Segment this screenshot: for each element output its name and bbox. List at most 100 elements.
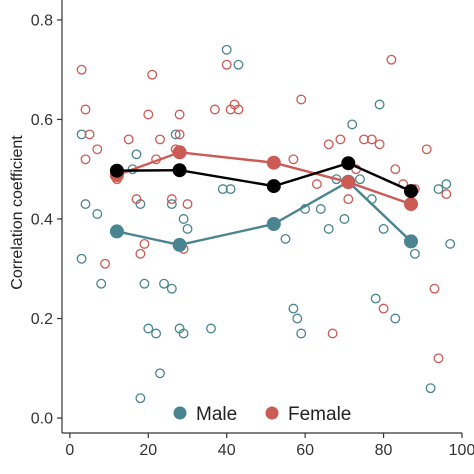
male-point <box>355 174 365 185</box>
female-mean-marker <box>266 155 281 170</box>
male-point <box>155 368 165 379</box>
male-point <box>233 59 244 70</box>
male-point <box>323 223 334 234</box>
male-point <box>221 44 232 55</box>
female-point <box>359 134 369 145</box>
female-point <box>155 134 165 145</box>
male-point <box>347 119 358 130</box>
male-point <box>76 253 87 264</box>
male-point <box>178 328 189 339</box>
female-point <box>76 64 87 75</box>
y-tick-label: 0.8 <box>31 12 53 29</box>
male-mean-marker <box>404 234 418 249</box>
female-point <box>123 134 134 145</box>
female-point <box>288 154 299 165</box>
male-mean-marker <box>266 217 281 231</box>
legend-male-marker <box>173 406 187 420</box>
male-point <box>296 328 307 339</box>
legend-male-label: Male <box>196 404 237 425</box>
male-point <box>433 184 444 195</box>
y-tick-label: 0.6 <box>31 112 53 129</box>
summary-lines <box>109 145 418 252</box>
female-point <box>433 353 444 364</box>
overall-mean-marker <box>341 156 356 171</box>
male-point <box>315 204 326 214</box>
female-point <box>209 104 220 115</box>
male-point <box>159 278 169 289</box>
overall-mean-line <box>116 161 412 193</box>
male-point <box>96 278 107 289</box>
male-point <box>378 223 389 234</box>
female-point <box>386 54 397 65</box>
male-point <box>166 199 177 210</box>
female-point <box>135 248 146 259</box>
male-point <box>217 184 228 195</box>
male-point <box>131 149 142 160</box>
female-point <box>139 238 150 249</box>
x-tick-label: 0 <box>65 442 74 459</box>
female-point <box>147 69 158 80</box>
male-point <box>178 214 189 224</box>
female-point <box>421 144 432 155</box>
male-point <box>166 283 177 294</box>
male-mean-marker <box>172 237 187 252</box>
female-point <box>221 59 232 70</box>
legend-female-marker <box>265 406 279 420</box>
female-point <box>80 104 91 115</box>
female-point <box>323 139 334 150</box>
male-point <box>206 323 216 334</box>
y-tick-label: 0.2 <box>31 311 53 328</box>
female-point <box>327 328 338 339</box>
male-point <box>80 199 91 210</box>
female-point <box>429 283 440 294</box>
overall-mean-marker <box>404 184 418 199</box>
male-point <box>182 223 193 234</box>
male-point <box>143 323 154 334</box>
female-mean-marker <box>172 145 187 160</box>
male-point <box>292 313 303 324</box>
male-point <box>339 214 350 224</box>
female-point <box>374 139 385 150</box>
x-tick-label: 20 <box>139 442 157 459</box>
male-point <box>76 129 87 140</box>
female-point <box>166 194 177 205</box>
male-point <box>280 233 291 244</box>
female-point <box>92 144 103 155</box>
axes: 0.0 0.2 0.4 0.6 0.8 0 20 40 60 80 100 <box>31 0 474 459</box>
male-point <box>374 99 385 110</box>
overall-mean-marker <box>172 163 187 178</box>
female-point <box>366 134 377 145</box>
female-point <box>441 189 452 200</box>
female-point <box>311 179 322 190</box>
female-point <box>182 199 193 210</box>
male-point <box>425 383 436 394</box>
x-tick-label: 40 <box>218 442 236 459</box>
female-point <box>233 104 244 115</box>
female-point <box>100 258 111 269</box>
female-point <box>143 109 154 120</box>
male-point <box>370 293 381 304</box>
legend: Male Female <box>173 404 351 425</box>
female-point <box>131 194 142 205</box>
x-tick-label: 80 <box>375 442 393 459</box>
male-point <box>225 184 236 195</box>
male-point <box>135 393 146 404</box>
overall-mean-marker <box>109 163 124 178</box>
legend-female-label: Female <box>288 404 351 425</box>
male-point <box>139 278 150 289</box>
male-point <box>92 209 103 219</box>
y-tick-label: 0.0 <box>31 411 53 428</box>
female-point <box>343 194 354 205</box>
female-point <box>80 154 91 165</box>
male-point <box>288 303 299 314</box>
female-point <box>390 164 401 175</box>
male-point <box>409 248 420 259</box>
male-point <box>441 179 452 190</box>
y-tick-label: 0.4 <box>31 211 53 228</box>
male-point <box>445 238 456 249</box>
female-point <box>335 134 346 145</box>
male-point <box>170 129 181 140</box>
female-mean-marker <box>341 175 356 190</box>
raw-points <box>76 44 456 404</box>
